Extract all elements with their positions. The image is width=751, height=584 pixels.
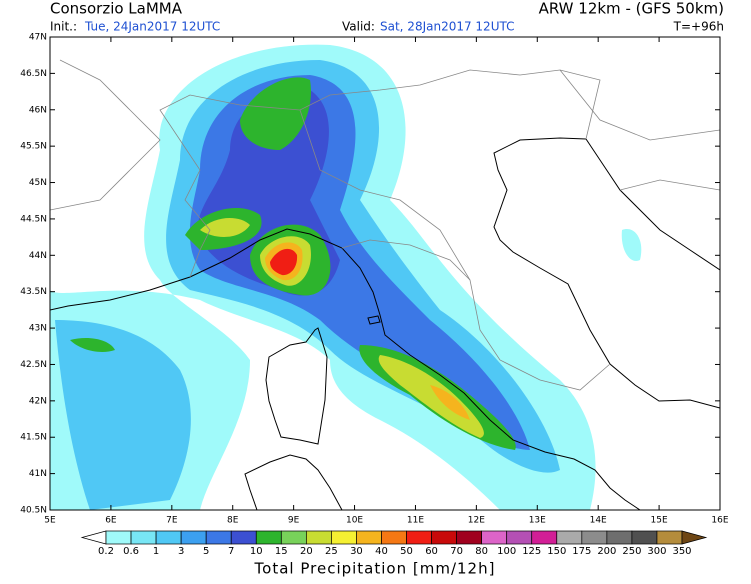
colorbar-label: 60 <box>425 546 438 557</box>
lat-label: 44N <box>29 251 47 261</box>
lat-label: 45.5N <box>20 142 47 152</box>
lon-label: 5E <box>44 516 56 526</box>
lon-label: 8E <box>227 516 239 526</box>
colorbar-label: 5 <box>203 546 209 557</box>
valid-date: Sat, 28Jan2017 12UTC <box>380 20 514 34</box>
colorbar-box <box>506 530 533 545</box>
colorbar-box <box>431 530 457 545</box>
lon-label: 14E <box>590 516 607 526</box>
colorbar-box <box>381 530 407 545</box>
colorbar-label: 1 <box>153 546 159 557</box>
colorbar-label: 175 <box>572 546 591 557</box>
colorbar-box <box>305 530 332 545</box>
colorbar-label: 150 <box>547 546 566 557</box>
colorbar-label: 0.2 <box>98 546 114 557</box>
lat-label: 41N <box>29 469 47 479</box>
colorbar-box <box>456 530 483 545</box>
colorbar-box <box>230 530 257 545</box>
colorbar-box <box>481 530 508 545</box>
colorbar-label: 200 <box>597 546 616 557</box>
lon-label: 9E <box>288 516 300 526</box>
lead-time: T=+96h <box>673 20 724 34</box>
init-date: Tue, 24Jan2017 12UTC <box>84 20 220 34</box>
lat-label: 41.5N <box>20 433 47 443</box>
colorbar: 0.2 0.6 1 3 5 7 10 15 20 25 30 40 50 60 70 80 100 125 150 1… <box>80 530 708 557</box>
lon-label: 12E <box>468 516 485 526</box>
title: Consorzio LaMMA <box>50 0 183 18</box>
colorbar-label: 80 <box>475 546 488 557</box>
valid-label: Valid: <box>342 20 375 34</box>
map-frame <box>49 36 721 511</box>
colorbar-box <box>631 530 658 545</box>
lat-label: 42N <box>29 396 47 406</box>
colorbar-box <box>606 530 633 545</box>
colorbar-box <box>531 530 558 545</box>
colorbar-box <box>656 530 683 545</box>
lat-label: 43.5N <box>20 287 47 297</box>
model: ARW 12km - (GFS 50km) <box>539 0 724 18</box>
colorbar-label: 40 <box>375 546 388 557</box>
colorbar-box <box>130 530 157 545</box>
colorbar-box <box>255 530 282 545</box>
colorbar-arrow <box>681 530 708 545</box>
colorbar-label: 10 <box>250 546 263 557</box>
lat-label: 43N <box>29 324 47 334</box>
colorbar-box <box>280 530 307 545</box>
lon-label: 16E <box>711 516 728 526</box>
lat-label: 42.5N <box>20 360 47 370</box>
lon-label: 11E <box>407 516 424 526</box>
colorbar-box <box>180 530 207 545</box>
init-label: Init.: <box>50 20 77 34</box>
lat-label: 46.5N <box>20 69 47 79</box>
colorbar-box <box>556 530 583 545</box>
colorbar-label: 7 <box>228 546 234 557</box>
map <box>50 44 720 510</box>
lat-label: 44.5N <box>20 214 47 224</box>
axes: 47N 46.5N 46N 45.5N 45N 44.5N 44N 43.5N 43N 42.5N… <box>20 33 729 526</box>
colorbar-box <box>105 530 132 545</box>
colorbar-label: 70 <box>450 546 463 557</box>
colorbar-box <box>155 530 182 545</box>
lat-label: 46N <box>29 105 47 115</box>
colorbar-title: Total Precipitation [mm/12h] <box>254 560 496 578</box>
colorbar-label: 100 <box>497 546 516 557</box>
colorbar-box <box>406 530 432 545</box>
colorbar-label: 20 <box>300 546 313 557</box>
colorbar-box <box>581 530 608 545</box>
colorbar-label: 3 <box>178 546 184 557</box>
lon-label: 10E <box>346 516 363 526</box>
lat-label: 45N <box>29 178 47 188</box>
lon-label: 7E <box>166 516 178 526</box>
colorbar-label: 30 <box>350 546 363 557</box>
colorbar-label: 125 <box>522 546 541 557</box>
colorbar-box <box>331 530 357 545</box>
lon-label: 15E <box>651 516 668 526</box>
colorbar-label: 25 <box>325 546 338 557</box>
lat-label: 40.5N <box>20 506 47 516</box>
lat-label: 47N <box>29 33 47 43</box>
colorbar-label: 350 <box>672 546 691 557</box>
colorbar-arrow <box>80 530 107 545</box>
colorbar-label: 50 <box>400 546 413 557</box>
colorbar-label: 300 <box>647 546 666 557</box>
colorbar-label: 250 <box>622 546 641 557</box>
lon-label: 6E <box>105 516 117 526</box>
lon-label: 13E <box>529 516 546 526</box>
colorbar-label: 0.6 <box>123 546 139 557</box>
colorbar-box <box>356 530 382 545</box>
colorbar-label: 15 <box>275 546 288 557</box>
colorbar-box <box>205 530 232 545</box>
